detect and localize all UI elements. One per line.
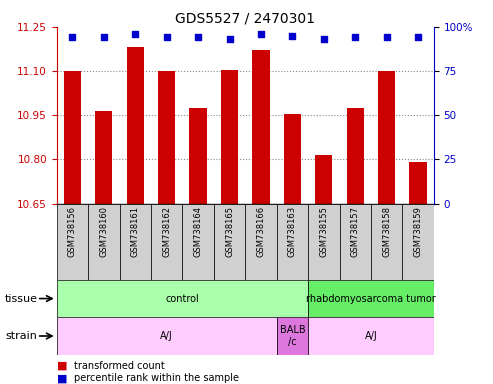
Text: GSM738159: GSM738159 — [414, 206, 423, 257]
Text: GDS5527 / 2470301: GDS5527 / 2470301 — [176, 12, 315, 25]
Bar — [245, 204, 277, 280]
Text: strain: strain — [5, 331, 37, 341]
Bar — [221, 70, 238, 204]
Bar — [119, 204, 151, 280]
Point — [69, 35, 76, 41]
Bar — [410, 162, 427, 204]
Bar — [127, 48, 144, 204]
Text: GSM738162: GSM738162 — [162, 206, 171, 257]
Bar — [214, 204, 246, 280]
Text: GSM738164: GSM738164 — [194, 206, 203, 257]
Point — [163, 35, 171, 41]
Point — [226, 36, 234, 42]
Bar — [277, 317, 308, 355]
Text: control: control — [166, 293, 199, 304]
Text: percentile rank within the sample: percentile rank within the sample — [74, 373, 239, 383]
Bar — [308, 204, 340, 280]
Text: GSM738163: GSM738163 — [288, 206, 297, 257]
Bar — [347, 108, 364, 204]
Bar — [371, 204, 402, 280]
Bar — [158, 71, 176, 204]
Bar — [57, 317, 277, 355]
Bar — [95, 111, 112, 204]
Bar — [182, 204, 214, 280]
Bar — [378, 71, 395, 204]
Text: GSM738158: GSM738158 — [382, 206, 391, 257]
Bar — [151, 204, 182, 280]
Point — [383, 35, 390, 41]
Text: rhabdomyosarcoma tumor: rhabdomyosarcoma tumor — [306, 293, 436, 304]
Point — [352, 35, 359, 41]
Point — [194, 35, 202, 41]
Point — [320, 36, 328, 42]
Bar — [57, 280, 308, 317]
Text: ■: ■ — [57, 373, 67, 383]
Bar — [57, 204, 88, 280]
Text: BALB
/c: BALB /c — [280, 325, 305, 347]
Point — [131, 31, 139, 37]
Point — [100, 35, 108, 41]
Text: GSM738157: GSM738157 — [351, 206, 360, 257]
Bar — [252, 50, 270, 204]
Text: GSM738161: GSM738161 — [131, 206, 140, 257]
Text: tissue: tissue — [5, 293, 38, 304]
Bar — [402, 204, 434, 280]
Point — [414, 35, 422, 41]
Text: A/J: A/J — [365, 331, 377, 341]
Bar — [340, 204, 371, 280]
Text: ■: ■ — [57, 361, 67, 371]
Text: GSM738160: GSM738160 — [99, 206, 108, 257]
Bar — [189, 108, 207, 204]
Text: GSM738155: GSM738155 — [319, 206, 328, 257]
Text: GSM738166: GSM738166 — [256, 206, 266, 257]
Bar — [308, 280, 434, 317]
Text: GSM738156: GSM738156 — [68, 206, 77, 257]
Text: A/J: A/J — [160, 331, 173, 341]
Bar — [315, 155, 332, 204]
Text: transformed count: transformed count — [74, 361, 165, 371]
Point — [288, 33, 296, 39]
Bar — [284, 114, 301, 204]
Point — [257, 31, 265, 37]
Bar — [308, 317, 434, 355]
Bar — [64, 71, 81, 204]
Text: GSM738165: GSM738165 — [225, 206, 234, 257]
Bar — [88, 204, 119, 280]
Bar — [277, 204, 308, 280]
